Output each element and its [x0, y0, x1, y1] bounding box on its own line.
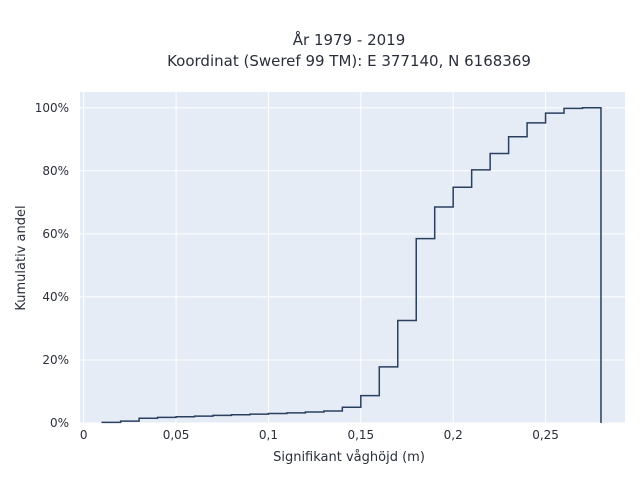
x-axis-label: Signifikant våghöjd (m)	[273, 450, 425, 465]
chart-title-line1: År 1979 - 2019	[293, 30, 406, 49]
grid	[80, 92, 625, 424]
y-axis-label: Kumulativ andel	[14, 205, 29, 310]
y-tick-label-4: 80%	[42, 164, 69, 178]
y-tick-labels: 0% 20% 40% 60% 80% 100%	[35, 101, 69, 430]
y-tick-label-2: 40%	[42, 290, 69, 304]
x-tick-label-1: 0,05	[163, 428, 190, 442]
y-tick-label-1: 20%	[42, 353, 69, 367]
x-tick-label-0: 0	[80, 428, 88, 442]
y-tick-label-0: 0%	[50, 416, 69, 430]
y-tick-label-5: 100%	[35, 101, 69, 115]
chart-title-line2: Koordinat (Sweref 99 TM): E 377140, N 61…	[167, 52, 531, 70]
x-tick-label-3: 0,15	[347, 428, 374, 442]
x-tick-label-5: 0,25	[532, 428, 559, 442]
cumulative-step-line	[101, 107, 602, 424]
x-tick-labels: 0 0,05 0,1 0,15 0,2 0,25	[80, 428, 559, 442]
y-tick-label-3: 60%	[42, 227, 69, 241]
plot-background	[80, 92, 625, 423]
x-tick-label-2: 0,1	[259, 428, 278, 442]
x-tick-label-4: 0,2	[444, 428, 463, 442]
